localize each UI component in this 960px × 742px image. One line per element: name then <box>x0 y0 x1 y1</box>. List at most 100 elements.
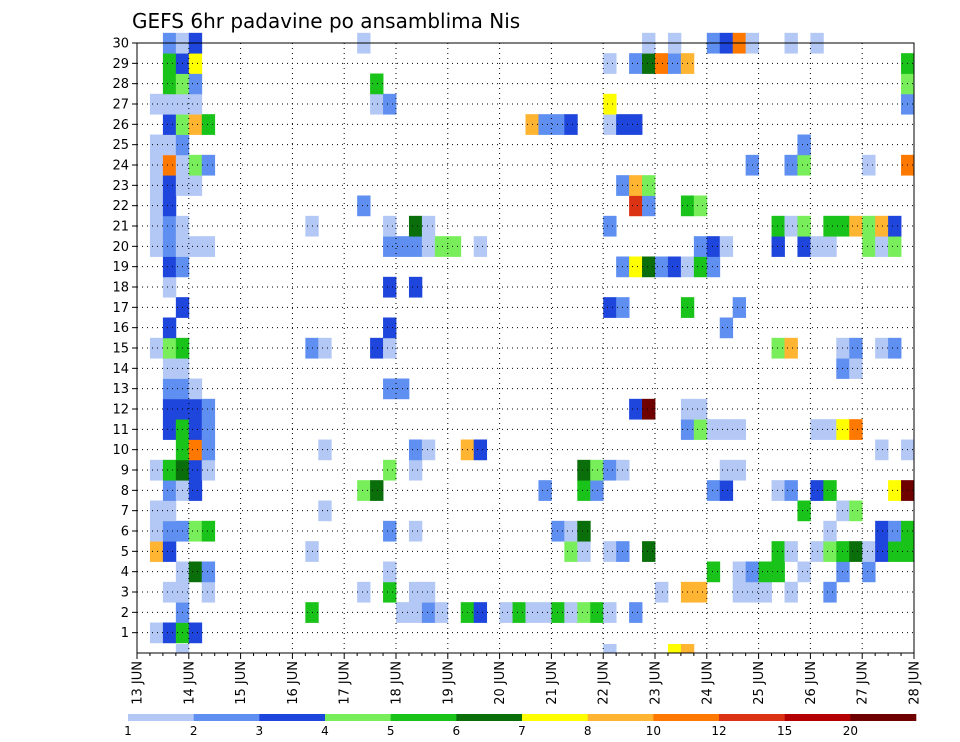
heatmap-cell <box>188 175 203 196</box>
heatmap-cell <box>447 236 462 257</box>
heatmap-cell <box>888 215 902 237</box>
x-tick-label: 24 JUN <box>700 661 715 705</box>
heatmap-cell <box>357 195 371 217</box>
heatmap-cell <box>629 195 643 217</box>
heatmap-cell <box>875 337 889 359</box>
heatmap-cell <box>149 134 164 156</box>
y-tick-label: 27 <box>112 98 129 113</box>
y-tick-label: 11 <box>112 423 129 438</box>
heatmap-cell <box>162 134 177 156</box>
x-tick-label: 22 JUN <box>597 661 612 705</box>
x-tick-label: 18 JUN <box>390 661 405 705</box>
colorbar-label: 12 <box>711 724 726 738</box>
heatmap-cell <box>706 419 721 440</box>
heatmap-cell <box>564 602 578 623</box>
y-tick-label: 10 <box>112 443 129 458</box>
heatmap-cell <box>162 73 177 95</box>
heatmap-cell <box>201 419 216 440</box>
heatmap-cell <box>719 317 734 339</box>
heatmap-cell <box>603 541 617 562</box>
heatmap-cell <box>188 622 203 644</box>
heatmap-cell <box>201 520 216 542</box>
heatmap-cell <box>383 337 397 359</box>
heatmap-cell <box>512 602 526 623</box>
heatmap-cell <box>629 602 643 623</box>
heatmap-cell <box>719 419 734 440</box>
heatmap-cell <box>564 520 578 542</box>
y-tick-label: 8 <box>121 484 129 499</box>
x-tick-label: 21 JUN <box>545 661 560 705</box>
heatmap-cell <box>188 93 203 115</box>
heatmap-cell <box>383 561 397 583</box>
y-tick-label: 9 <box>121 464 129 479</box>
colorbar-label: 6 <box>453 724 461 738</box>
y-tick-label: 26 <box>112 118 129 133</box>
heatmap-cell <box>318 439 332 461</box>
heatmap-cell <box>888 520 902 542</box>
colorbar-legend: 1 2 3 4 5 6 7 8 10 12 15 20 <box>124 714 917 738</box>
heatmap-cell <box>823 480 837 501</box>
heatmap-cell <box>162 378 177 400</box>
heatmap-cell <box>149 93 164 115</box>
heatmap-cell <box>642 541 656 562</box>
chart-title: GEFS 6hr padavine po ansamblima Nis <box>132 9 520 33</box>
heatmap-cell <box>603 602 617 623</box>
heatmap-cell <box>149 154 164 176</box>
heatmap-cell <box>201 114 216 135</box>
heatmap-cell <box>149 215 164 237</box>
heatmap-cell <box>538 480 552 501</box>
colorbar-swatch <box>325 714 391 721</box>
colorbar-label: 2 <box>190 724 198 738</box>
heatmap-cell <box>577 459 591 481</box>
heatmap-cell <box>201 459 216 481</box>
heatmap-cell <box>538 114 552 135</box>
heatmap-cell <box>849 500 863 522</box>
heatmap-cell <box>875 439 889 461</box>
heatmap-cell <box>862 541 876 562</box>
heatmap-cell <box>603 644 617 653</box>
heatmap-cell <box>655 581 669 603</box>
heatmap-cell <box>188 561 203 583</box>
heatmap-cell <box>408 602 423 623</box>
heatmap-cell <box>434 602 449 623</box>
heatmap-cell <box>370 480 384 501</box>
heatmap-cell <box>629 398 643 420</box>
heatmap-cell <box>162 581 177 603</box>
y-tick-label: 19 <box>112 260 129 275</box>
heatmap-cell <box>370 73 384 95</box>
heatmap-cell <box>201 398 216 420</box>
y-tick-label: 2 <box>121 606 129 621</box>
heatmap-cell <box>162 276 177 298</box>
heatmap-cell <box>201 561 216 583</box>
heatmap-cell <box>888 480 902 501</box>
heatmap-cell <box>875 520 889 542</box>
heatmap-cell <box>603 114 617 135</box>
heatmap-cell <box>188 378 203 400</box>
heatmap-cell <box>357 581 371 603</box>
y-tick-label: 17 <box>112 301 129 316</box>
heatmap-cell <box>421 581 436 603</box>
heatmap-cell <box>862 236 876 257</box>
heatmap-cell <box>732 581 747 603</box>
heatmap-cell <box>162 398 177 420</box>
y-tick-label: 12 <box>112 403 129 418</box>
heatmap-cell <box>797 236 811 257</box>
heatmap-cell <box>149 541 164 562</box>
heatmap-cell <box>849 337 863 359</box>
heatmap-cell <box>408 520 423 542</box>
heatmap-cell <box>188 154 203 176</box>
heatmap-cell <box>693 256 708 278</box>
y-tick-label: 16 <box>112 321 129 336</box>
heatmap-cell <box>564 114 578 135</box>
heatmap-cell <box>797 154 811 176</box>
heatmap-cell <box>784 215 798 237</box>
heatmap-cell <box>473 602 488 623</box>
heatmap-cell <box>797 500 811 522</box>
heatmap-cell <box>849 358 863 379</box>
heatmap-cell <box>577 520 591 542</box>
heatmap-cell <box>162 480 177 501</box>
heatmap-cell <box>655 53 669 74</box>
heatmap-cell <box>693 236 708 257</box>
heatmap-cell <box>188 53 203 74</box>
